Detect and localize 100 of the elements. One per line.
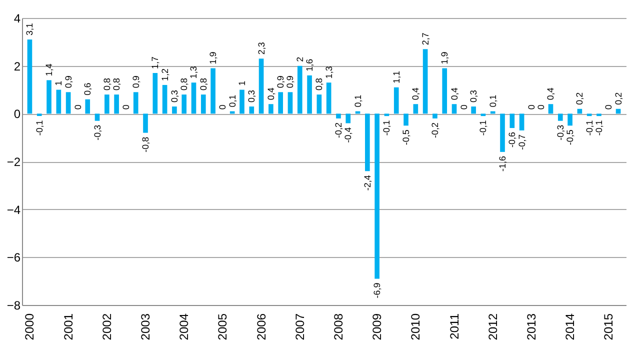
- data-label: 0: [121, 104, 132, 110]
- bar: [27, 40, 32, 114]
- bar: [249, 106, 254, 114]
- bar: [240, 90, 244, 114]
- x-tick-label: 2012: [486, 313, 500, 340]
- data-label: 0,3: [246, 90, 257, 102]
- data-label: -0,5: [401, 130, 412, 146]
- bar: [326, 82, 332, 114]
- data-label: 0,8: [112, 78, 122, 91]
- data-label: 0,8: [179, 78, 190, 91]
- bar: [278, 92, 283, 114]
- data-label: 1,1: [391, 70, 402, 84]
- data-label: 1,6: [304, 58, 315, 72]
- data-label: 2: [294, 56, 305, 62]
- data-label: -0,1: [478, 120, 488, 136]
- bar: [210, 68, 216, 114]
- data-label: 0,9: [285, 76, 296, 88]
- bar: [104, 94, 110, 114]
- data-label: 0,4: [410, 88, 421, 100]
- data-label: 0: [604, 104, 614, 110]
- data-label: -1,6: [498, 156, 508, 172]
- data-label: 1,3: [324, 66, 334, 79]
- data-label: 0: [72, 104, 83, 110]
- data-label: -0,3: [555, 124, 566, 140]
- x-tick-label: 2003: [138, 313, 152, 340]
- bar: [66, 92, 71, 114]
- data-label: -0,1: [382, 120, 392, 136]
- x-tick-label: 2008: [331, 313, 346, 340]
- bar: [346, 114, 351, 124]
- x-tick-label: 2010: [408, 313, 423, 340]
- data-label: 1,4: [44, 64, 54, 76]
- bar: [307, 75, 312, 114]
- bar: [452, 104, 457, 114]
- data-label: 0,8: [314, 78, 324, 91]
- data-label: 0,4: [449, 88, 460, 100]
- data-label: 0,4: [546, 88, 556, 100]
- bar: [558, 114, 563, 121]
- data-label: -0,1: [34, 120, 44, 136]
- data-label: 0: [526, 104, 536, 110]
- data-label: 1: [236, 80, 247, 86]
- data-label: 2,3: [256, 42, 266, 55]
- bar: [200, 94, 206, 114]
- bar: [133, 92, 138, 114]
- data-label: 1,3: [188, 66, 199, 79]
- data-label: 0,9: [276, 76, 286, 88]
- data-label: 0,1: [227, 94, 238, 108]
- x-tick-label: 2007: [292, 313, 307, 340]
- bar: [413, 104, 418, 114]
- bar: [374, 114, 380, 279]
- x-tick-label: 2006: [254, 313, 268, 340]
- bar: [365, 114, 370, 172]
- data-label: -0,7: [516, 134, 527, 150]
- data-label: 1,2: [160, 68, 170, 81]
- data-label: 0,4: [266, 88, 276, 100]
- bar: [480, 114, 486, 116]
- bar: [288, 92, 293, 114]
- bar: [36, 114, 42, 116]
- x-tick-label: 2013: [524, 313, 538, 340]
- y-tick-label: −4: [6, 202, 21, 217]
- bar: [596, 114, 602, 116]
- bar: [182, 94, 187, 114]
- data-label: 1: [54, 80, 64, 86]
- bar: [422, 49, 428, 114]
- y-tick-label: −8: [6, 298, 21, 312]
- data-label: -0,2: [430, 122, 440, 138]
- x-tick-label: 2001: [61, 313, 76, 340]
- bar: [586, 114, 592, 116]
- y-tick-label: 2: [14, 59, 21, 74]
- data-label: 0,9: [63, 76, 74, 88]
- data-label: 0,2: [574, 92, 585, 105]
- x-tick-label: 2011: [447, 313, 462, 340]
- data-label: 1,7: [150, 56, 160, 70]
- bar: [316, 94, 322, 114]
- data-label: -6,9: [372, 282, 382, 298]
- data-label: 0,6: [82, 82, 93, 96]
- bar: [471, 106, 476, 114]
- bar: [568, 114, 572, 126]
- x-tick-label: 2009: [370, 313, 384, 340]
- bar: [114, 94, 119, 114]
- bar: [394, 87, 399, 114]
- data-label: -0,3: [92, 124, 102, 140]
- bar: [519, 114, 524, 130]
- y-tick-label: 0: [14, 107, 21, 122]
- data-label: 2,7: [420, 32, 430, 46]
- y-tick-label: −6: [6, 250, 21, 265]
- bar: [258, 58, 264, 114]
- data-label: 0,8: [102, 78, 112, 91]
- data-label: -0,5: [565, 130, 576, 146]
- data-label: 0,8: [198, 78, 208, 91]
- data-label: 0,2: [613, 92, 624, 105]
- y-tick-label: 4: [14, 12, 21, 26]
- bar: [268, 104, 274, 114]
- bar: [336, 114, 341, 118]
- data-label: 1,9: [440, 52, 450, 64]
- data-label: 3,1: [24, 23, 35, 36]
- data-label: 0,3: [468, 90, 479, 102]
- x-tick-label: 2002: [100, 313, 114, 340]
- data-label: 0,3: [169, 90, 180, 102]
- bar: [143, 114, 148, 133]
- x-tick-label: 2000: [22, 313, 37, 340]
